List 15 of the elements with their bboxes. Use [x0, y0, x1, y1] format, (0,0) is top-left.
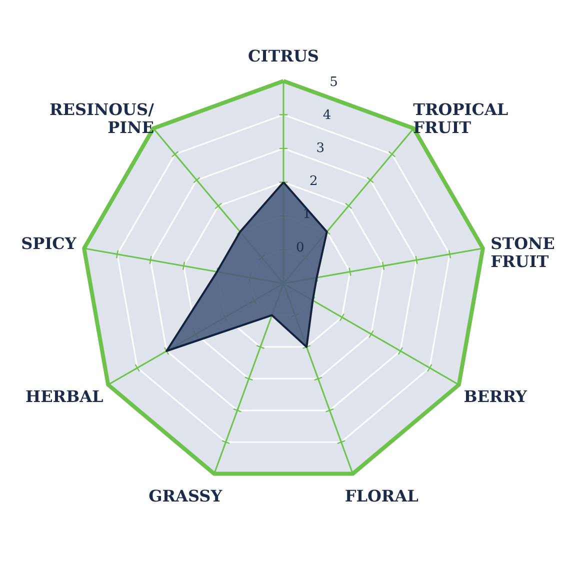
y-tick-label: 4 — [322, 108, 332, 123]
spoke-label: STONE FRUIT — [490, 234, 555, 272]
y-tick-label: 3 — [316, 141, 324, 156]
spoke-label: BERRY — [464, 386, 528, 406]
spoke-label: FLORAL — [344, 486, 418, 506]
spoke-label: CITRUS — [248, 46, 319, 66]
spoke-label: TROPICAL FRUIT — [413, 100, 508, 137]
y-tick-label: 1 — [302, 207, 312, 222]
y-tick-label: 2 — [310, 174, 318, 190]
y-tick-label: 5 — [330, 74, 338, 90]
spoke-label: SPICY — [21, 234, 77, 254]
spoke-label: GRASSY — [148, 486, 223, 506]
spoke-label: HERBAL — [25, 386, 104, 406]
y-tick-label: 0 — [296, 240, 304, 256]
spoke-label: RESINOUS/ PINE — [49, 100, 154, 137]
